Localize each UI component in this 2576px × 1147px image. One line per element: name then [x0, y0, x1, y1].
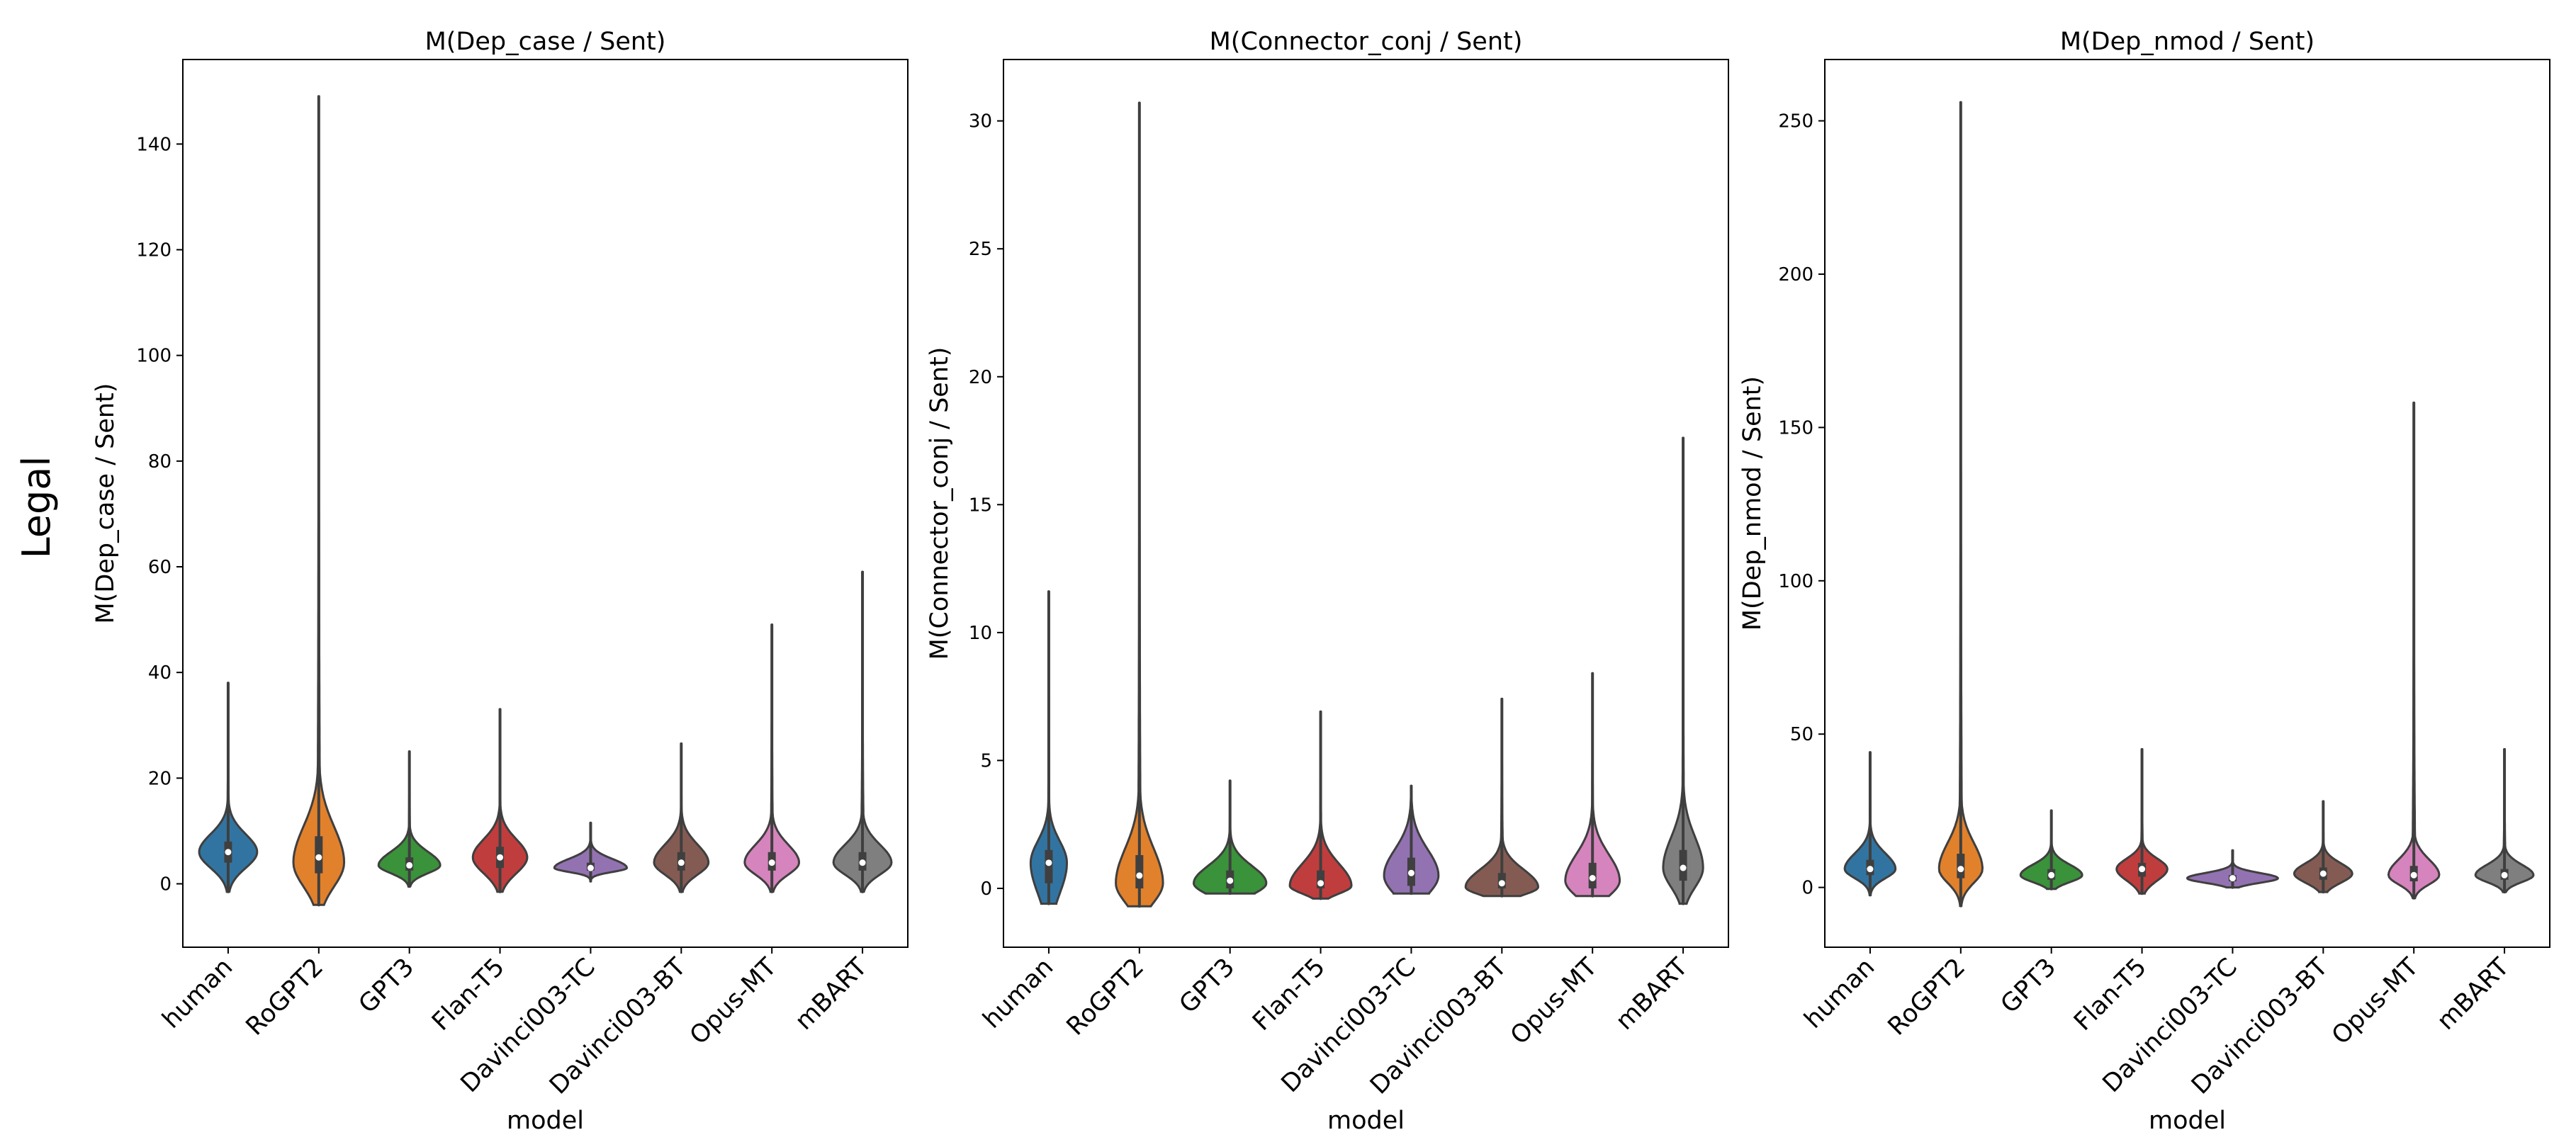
violin-median-dot [2319, 870, 2327, 877]
y-tick-label: 120 [136, 240, 171, 261]
violin-gpt3 [1192, 779, 1268, 895]
violin-median-dot [587, 864, 594, 871]
violin-median-dot [1317, 880, 1324, 887]
y-tick-label: 25 [969, 239, 992, 260]
violin-davinci003-tc [1383, 784, 1440, 895]
violin-median-dot [497, 854, 504, 861]
violin-davinci003-tc [553, 821, 629, 883]
y-tick-label: 200 [1778, 264, 1813, 286]
y-tick-label: 10 [969, 623, 992, 644]
y-tick-label: 40 [148, 662, 171, 684]
y-tick-label: 20 [969, 367, 992, 388]
violin-median-dot [2229, 875, 2236, 882]
y-tick-label: 150 [1778, 417, 1813, 439]
violin-median-dot [1589, 875, 1596, 882]
violin-median-dot [1957, 866, 1964, 873]
y-tick-label: 15 [969, 495, 992, 516]
chart-title: M(Dep_case / Sent) [425, 28, 666, 56]
violin-mbart [2474, 747, 2535, 894]
y-tick-label: 0 [159, 874, 171, 895]
violin-human [1843, 751, 1897, 897]
y-tick-label: 100 [1778, 571, 1813, 592]
violin-median-dot [677, 859, 685, 866]
violin-median-dot [1867, 866, 1874, 873]
plot-area-frame [1824, 59, 2550, 948]
violin-median-dot [315, 854, 322, 861]
y-tick-label: 20 [148, 768, 171, 789]
violin-davinci003-bt [653, 742, 710, 893]
violin-flan-t5 [471, 708, 529, 893]
y-tick-label: 5 [980, 750, 992, 772]
y-tick-label: 30 [969, 111, 992, 132]
violin-davinci003-tc [2186, 849, 2279, 889]
y-axis-label: M(Dep_nmod / Sent) [1738, 376, 1767, 631]
violin-median-dot [406, 861, 413, 869]
violin-median-dot [1136, 872, 1143, 879]
y-tick-label: 250 [1778, 111, 1813, 132]
y-tick-label: 0 [980, 878, 992, 900]
violin-mbart [832, 570, 893, 893]
violin-rogpt2 [1937, 101, 1984, 908]
violin-rogpt2 [292, 95, 346, 907]
violin-gpt3 [377, 750, 441, 888]
chart-title: M(Dep_nmod / Sent) [2060, 28, 2315, 56]
violin-median-dot [1045, 859, 1052, 866]
violin-median-dot [225, 849, 232, 856]
x-axis-label: model [507, 1107, 584, 1135]
violin-rogpt2 [1115, 101, 1164, 908]
violin-flan-t5 [1288, 710, 1353, 900]
violin-median-dot [1227, 877, 1234, 884]
y-tick-label: 0 [1801, 878, 1813, 899]
violin-median-dot [2139, 866, 2146, 873]
violin-flan-t5 [2115, 747, 2169, 895]
y-axis-label: M(Connector_conj / Sent) [926, 347, 954, 660]
plot-area-frame [182, 59, 909, 948]
violin-median-dot [2410, 871, 2417, 878]
violin-mbart [1662, 436, 1704, 905]
y-tick-label: 60 [148, 557, 171, 578]
violin-opus-mt [2387, 401, 2441, 900]
y-tick-label: 80 [148, 451, 171, 473]
violin-median-dot [768, 859, 775, 866]
violin-gpt3 [2019, 809, 2083, 891]
y-tick-label: 100 [136, 346, 171, 367]
violin-median-dot [2501, 871, 2508, 878]
plot-area-frame [1003, 59, 1729, 948]
violin-median-dot [2048, 871, 2055, 878]
violin-opus-mt [743, 623, 801, 893]
y-axis-label: M(Dep_case / Sent) [91, 383, 120, 624]
violin-median-dot [859, 859, 866, 866]
violin-median-dot [1680, 864, 1687, 871]
chart-title: M(Connector_conj / Sent) [1210, 28, 1523, 56]
y-tick-label: 50 [1790, 724, 1813, 745]
violin-human [1029, 590, 1069, 905]
x-axis-label: model [1327, 1107, 1405, 1135]
y-tick-label: 140 [136, 134, 171, 155]
violin-davinci003-bt [1464, 697, 1540, 898]
violin-human [198, 682, 259, 893]
violin-median-dot [1498, 880, 1505, 887]
x-axis-label: model [2149, 1107, 2226, 1135]
violin-opus-mt [1564, 672, 1621, 898]
row-label: Legal [14, 456, 59, 559]
violin-davinci003-bt [2293, 800, 2353, 894]
violin-median-dot [1407, 869, 1414, 876]
